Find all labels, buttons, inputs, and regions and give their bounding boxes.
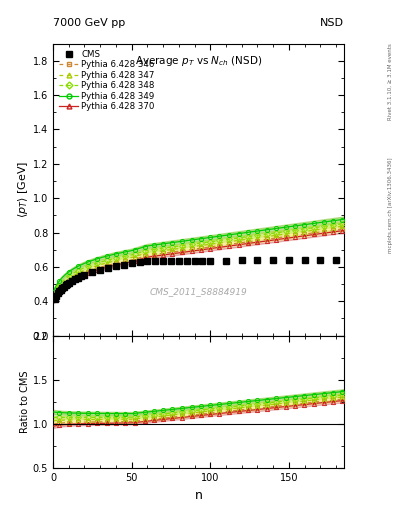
Legend: CMS, Pythia 6.428 346, Pythia 6.428 347, Pythia 6.428 348, Pythia 6.428 349, Pyt: CMS, Pythia 6.428 346, Pythia 6.428 347,… (57, 48, 156, 113)
Text: mcplots.cern.ch [arXiv:1306.3436]: mcplots.cern.ch [arXiv:1306.3436] (388, 157, 393, 252)
Text: Rivet 3.1.10, ≥ 3.1M events: Rivet 3.1.10, ≥ 3.1M events (388, 44, 393, 120)
Text: CMS_2011_S8884919: CMS_2011_S8884919 (150, 287, 247, 296)
Y-axis label: $\langle p_T \rangle$ [GeV]: $\langle p_T \rangle$ [GeV] (16, 161, 30, 218)
X-axis label: n: n (195, 489, 202, 502)
Y-axis label: Ratio to CMS: Ratio to CMS (20, 371, 30, 433)
Text: NSD: NSD (320, 18, 344, 28)
Text: Average $p_T$ vs $N_{ch}$ (NSD): Average $p_T$ vs $N_{ch}$ (NSD) (135, 54, 262, 68)
Text: 7000 GeV pp: 7000 GeV pp (53, 18, 125, 28)
